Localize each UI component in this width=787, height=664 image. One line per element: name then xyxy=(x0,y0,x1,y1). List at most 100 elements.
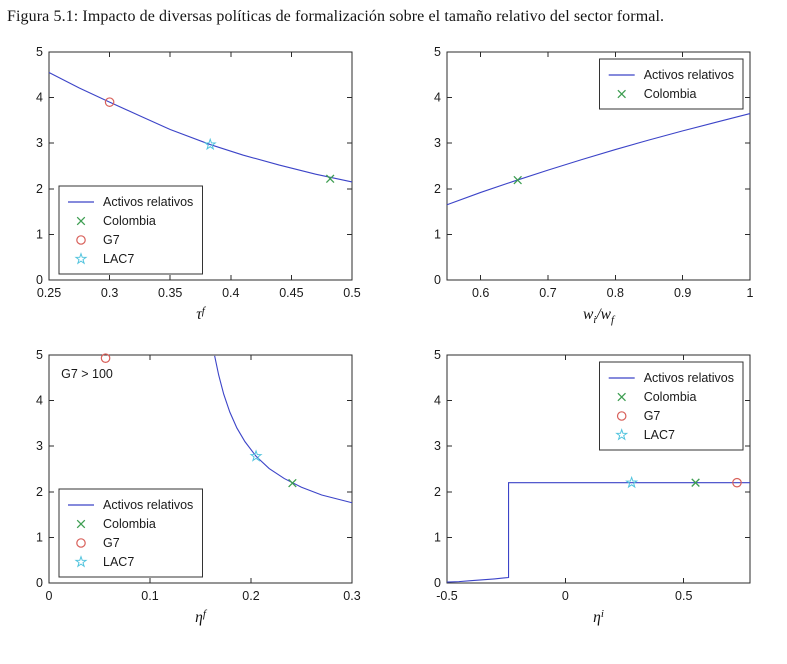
legend-label-g7: G7 xyxy=(644,409,661,423)
series-line-activos-relativos xyxy=(48,72,353,183)
star-marker-icon xyxy=(249,449,263,462)
y-tick-label: 0 xyxy=(36,576,43,590)
marker-colombia xyxy=(513,175,522,185)
legend: Activos relativos Colombia xyxy=(599,58,744,110)
x-tick-label: 0.7 xyxy=(539,286,556,300)
legend-label-activos-relativos: Activos relativos xyxy=(644,371,734,385)
legend: Activos relativos Colombia G7 LAC7 xyxy=(599,361,744,451)
y-tick-label: 1 xyxy=(36,227,43,241)
series-line-activos-relativos xyxy=(446,113,751,206)
marker-colombia xyxy=(617,392,626,402)
x-marker-icon xyxy=(617,392,626,402)
marker-colombia xyxy=(325,174,335,184)
marker-colombia xyxy=(76,519,86,529)
legend-label-activos-relativos: Activos relativos xyxy=(103,195,193,209)
circle-marker-icon xyxy=(76,538,86,548)
y-tick-label: 4 xyxy=(36,394,43,408)
x-tick-label: 0.6 xyxy=(472,286,489,300)
x-tick-label: 0 xyxy=(46,589,53,603)
marker-g7 xyxy=(732,477,742,488)
star-marker-icon xyxy=(625,475,639,489)
x-tick-label: 0.5 xyxy=(343,286,360,300)
y-tick-label: 0 xyxy=(36,273,43,287)
y-tick-label: 5 xyxy=(434,45,441,59)
marker-lac7 xyxy=(203,137,217,151)
legend-label-colombia: Colombia xyxy=(644,87,697,101)
x-tick-label: 0.25 xyxy=(37,286,61,300)
marker-colombia xyxy=(691,478,700,487)
x-marker-icon xyxy=(617,89,626,99)
star-marker-icon xyxy=(203,137,217,151)
legend: Activos relativos Colombia G7 LAC7 xyxy=(58,488,203,578)
subplot-wi-wf: 0.6 0.7 0.8 0.9 1 0 1 2 3 4 5 wi/wf Activos relativo… xyxy=(403,42,763,326)
x-tick-label: 0.8 xyxy=(607,286,624,300)
y-tick-label: 5 xyxy=(36,45,43,59)
legend-label-activos-relativos: Activos relativos xyxy=(103,498,193,512)
legend-label-lac7: LAC7 xyxy=(103,252,134,266)
legend-label-colombia: Colombia xyxy=(103,517,156,531)
subplot-tau-f: 0.25 0.3 0.35 0.4 0.45 0.5 0 1 2 3 4 5 τf Activos rel… xyxy=(5,42,365,326)
y-tick-label: 2 xyxy=(36,485,43,499)
y-tick-label: 0 xyxy=(434,273,441,287)
y-tick-label: 2 xyxy=(36,182,43,196)
circle-marker-icon xyxy=(100,353,111,363)
series-line-activos-relativos xyxy=(446,482,750,583)
y-tick-label: 3 xyxy=(434,439,441,453)
x-tick-label: 0.1 xyxy=(141,589,158,603)
x-tick-label: 1 xyxy=(747,286,754,300)
marker-lac7 xyxy=(249,449,263,462)
x-marker-icon xyxy=(691,478,700,487)
chart-canvas-salario-relativo: 0.6 0.7 0.8 0.9 1 0 1 2 3 4 5 wi/wf Activos relativo… xyxy=(434,45,754,326)
x-marker-icon xyxy=(513,175,522,185)
x-marker-icon xyxy=(76,216,86,226)
figure-caption: Figura 5.1: Impacto de diversas política… xyxy=(7,8,665,25)
star-marker-icon xyxy=(615,428,629,441)
marker-lac7 xyxy=(74,252,88,265)
legend-label-lac7: LAC7 xyxy=(103,555,134,569)
subplot-eta-f: 0 0.1 0.2 0.3 0 1 2 3 4 5 G7 > 100 ηf Activos relati… xyxy=(5,345,365,629)
marker-lac7 xyxy=(74,555,88,568)
figure-page: Figura 5.1: Impacto de diversas política… xyxy=(5,8,763,629)
x-tick-label: 0.9 xyxy=(674,286,691,300)
y-tick-label: 3 xyxy=(434,136,441,150)
legend-label-colombia: Colombia xyxy=(644,390,697,404)
x-tick-label: 0.3 xyxy=(101,286,118,300)
circle-marker-icon xyxy=(76,235,86,245)
marker-g7 xyxy=(76,538,86,548)
legend-label-lac7: LAC7 xyxy=(644,428,675,442)
x-marker-icon xyxy=(288,478,297,488)
circle-marker-icon xyxy=(104,97,115,107)
y-tick-label: 3 xyxy=(36,136,43,150)
series-line-activos-relativos xyxy=(214,355,353,504)
circle-marker-icon xyxy=(732,477,742,488)
x-axis-label-costo-entrada-formal: ηf xyxy=(195,608,208,626)
axes-box xyxy=(48,354,353,584)
y-tick-label: 1 xyxy=(36,530,43,544)
marker-colombia xyxy=(76,216,86,226)
y-tick-label: 4 xyxy=(36,91,43,105)
x-tick-label: -0.5 xyxy=(436,589,458,603)
y-tick-label: 5 xyxy=(434,348,441,362)
annotation-g7-100: G7 > 100 xyxy=(61,367,113,381)
x-axis-label-costo-entrada-informal: ηi xyxy=(593,608,604,626)
star-marker-icon xyxy=(74,555,88,568)
y-tick-label: 2 xyxy=(434,485,441,499)
y-tick-label: 2 xyxy=(434,182,441,196)
y-tick-label: 1 xyxy=(434,227,441,241)
x-marker-icon xyxy=(325,174,335,184)
legend: Activos relativos Colombia G7 LAC7 xyxy=(58,185,203,275)
x-tick-label: 0.45 xyxy=(279,286,303,300)
star-marker-icon xyxy=(74,252,88,265)
axes-box xyxy=(446,354,751,584)
x-tick-label: 0.3 xyxy=(343,589,360,603)
legend-label-g7: G7 xyxy=(103,233,120,247)
y-tick-label: 5 xyxy=(36,348,43,362)
marker-g7 xyxy=(616,411,627,421)
x-marker-icon xyxy=(76,519,86,529)
subplot-eta-i: -0.5 0 0.5 0 1 2 3 4 5 ηi Activos relativos Colombi… xyxy=(403,345,763,629)
marker-lac7 xyxy=(615,428,629,441)
x-axis-label-impuesto-formal: τf xyxy=(196,305,207,323)
x-axis-label-salario-relativo: wi/wf xyxy=(583,306,616,326)
y-tick-label: 0 xyxy=(434,576,441,590)
